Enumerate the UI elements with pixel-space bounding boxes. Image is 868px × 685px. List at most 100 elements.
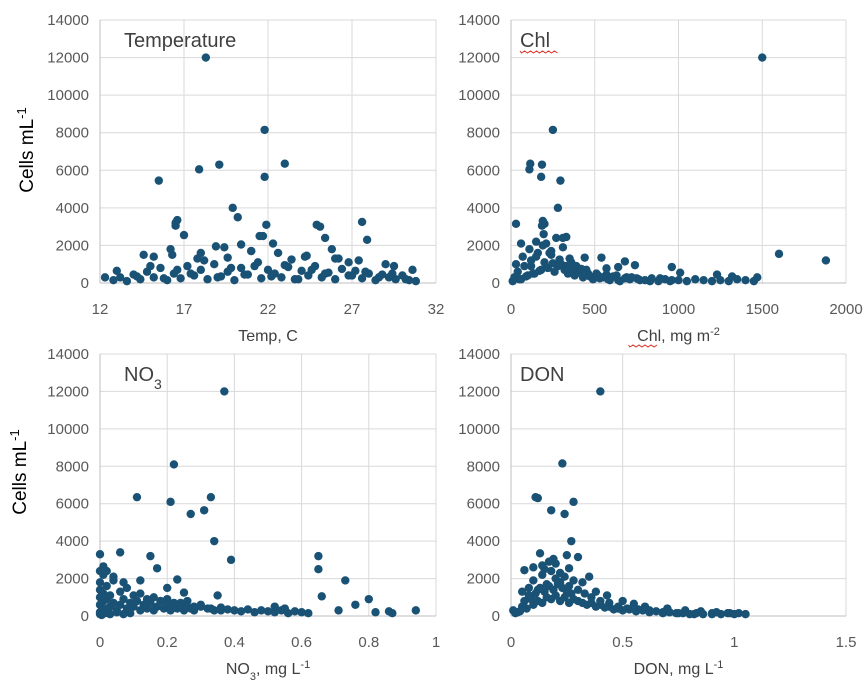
y-tick-label: 4000 — [467, 200, 500, 217]
data-point — [230, 606, 239, 615]
data-point — [595, 274, 604, 283]
data-point — [727, 272, 737, 281]
data-point — [287, 255, 296, 264]
data-point — [189, 602, 199, 611]
data-point — [567, 258, 576, 267]
data-point — [220, 243, 229, 252]
y-tick-label: 2000 — [56, 571, 89, 588]
data-point — [605, 598, 614, 608]
data-point — [573, 585, 583, 594]
panel-no3: 0 2000 4000 6000 8000 10000 12000 14000 0 0.2 0.4 0… — [7, 346, 441, 683]
data-point — [268, 239, 278, 248]
x-tick-label: 27 — [344, 301, 361, 318]
data-point — [199, 506, 209, 515]
data-point — [696, 607, 706, 616]
data-point — [535, 549, 545, 558]
data-point — [691, 275, 700, 284]
data-point — [520, 565, 529, 575]
x-tick-label: 0.8 — [358, 634, 379, 651]
data-point — [95, 550, 105, 559]
data-point — [263, 265, 273, 275]
data-point — [126, 608, 135, 618]
data-point — [176, 274, 185, 283]
data-point — [95, 578, 105, 587]
y-tick-label: 10000 — [47, 87, 89, 104]
data-point — [152, 564, 162, 573]
data-point — [179, 230, 189, 240]
y-tick-label: 2000 — [56, 237, 89, 254]
data-point — [226, 555, 236, 565]
data-point — [549, 554, 558, 564]
data-point — [645, 276, 655, 286]
data-point — [551, 591, 560, 600]
data-point — [529, 576, 538, 585]
data-point — [374, 273, 384, 282]
data-point — [558, 243, 568, 252]
data-point — [548, 125, 558, 135]
data-point — [629, 599, 639, 609]
data-point — [109, 598, 118, 608]
data-point — [548, 259, 558, 268]
data-point — [173, 575, 182, 584]
data-point — [539, 229, 548, 239]
data-point — [223, 605, 232, 614]
y-tick-label: 8000 — [467, 458, 500, 475]
data-point — [136, 589, 145, 598]
data-point — [555, 255, 564, 264]
data-point — [515, 607, 525, 616]
data-point — [518, 252, 527, 261]
y-tick-label: 2000 — [467, 571, 500, 588]
x-tick-label: 1000 — [662, 301, 695, 318]
data-point — [263, 607, 273, 616]
data-point — [233, 213, 242, 222]
data-point — [689, 609, 699, 619]
data-point — [526, 261, 536, 271]
data-point — [206, 604, 216, 613]
data-point — [535, 266, 544, 275]
data-point — [524, 583, 534, 593]
data-point — [533, 585, 542, 594]
data-point — [542, 579, 551, 589]
data-point — [115, 273, 125, 282]
data-point — [584, 572, 594, 581]
x-tick-label: 1500 — [746, 301, 779, 318]
y-tick-label: 4000 — [56, 200, 89, 217]
data-point — [553, 203, 563, 213]
data-point — [132, 492, 142, 502]
data-point — [569, 576, 578, 585]
data-point — [210, 536, 219, 546]
data-point — [169, 460, 179, 469]
data-point — [156, 596, 165, 606]
data-point — [354, 256, 363, 265]
x-tick-label: 500 — [582, 301, 607, 318]
data-point — [529, 563, 538, 572]
data-point — [521, 272, 531, 281]
data-point — [236, 263, 246, 273]
data-point — [206, 492, 216, 502]
data-point — [297, 266, 306, 275]
data-point — [156, 263, 165, 273]
data-point — [210, 260, 219, 269]
x-tick-label: 1.5 — [836, 634, 857, 651]
data-point — [109, 275, 118, 285]
data-point — [605, 275, 615, 285]
data-point — [741, 609, 750, 619]
data-point — [734, 608, 743, 618]
data-point — [558, 233, 568, 243]
data-point — [173, 265, 182, 275]
data-point — [618, 596, 627, 606]
data-point — [675, 268, 685, 277]
data-point — [183, 596, 192, 606]
data-point — [302, 251, 311, 260]
data-point — [226, 263, 236, 273]
data-point — [176, 600, 185, 609]
y-tick-label: 6000 — [56, 496, 89, 513]
data-point — [522, 604, 531, 613]
data-point — [541, 239, 551, 248]
data-point — [568, 265, 578, 275]
x-tick-label: 2000 — [829, 301, 862, 318]
data-point — [213, 591, 222, 600]
data-point — [573, 552, 583, 562]
panel-title: Temperature — [124, 30, 236, 52]
